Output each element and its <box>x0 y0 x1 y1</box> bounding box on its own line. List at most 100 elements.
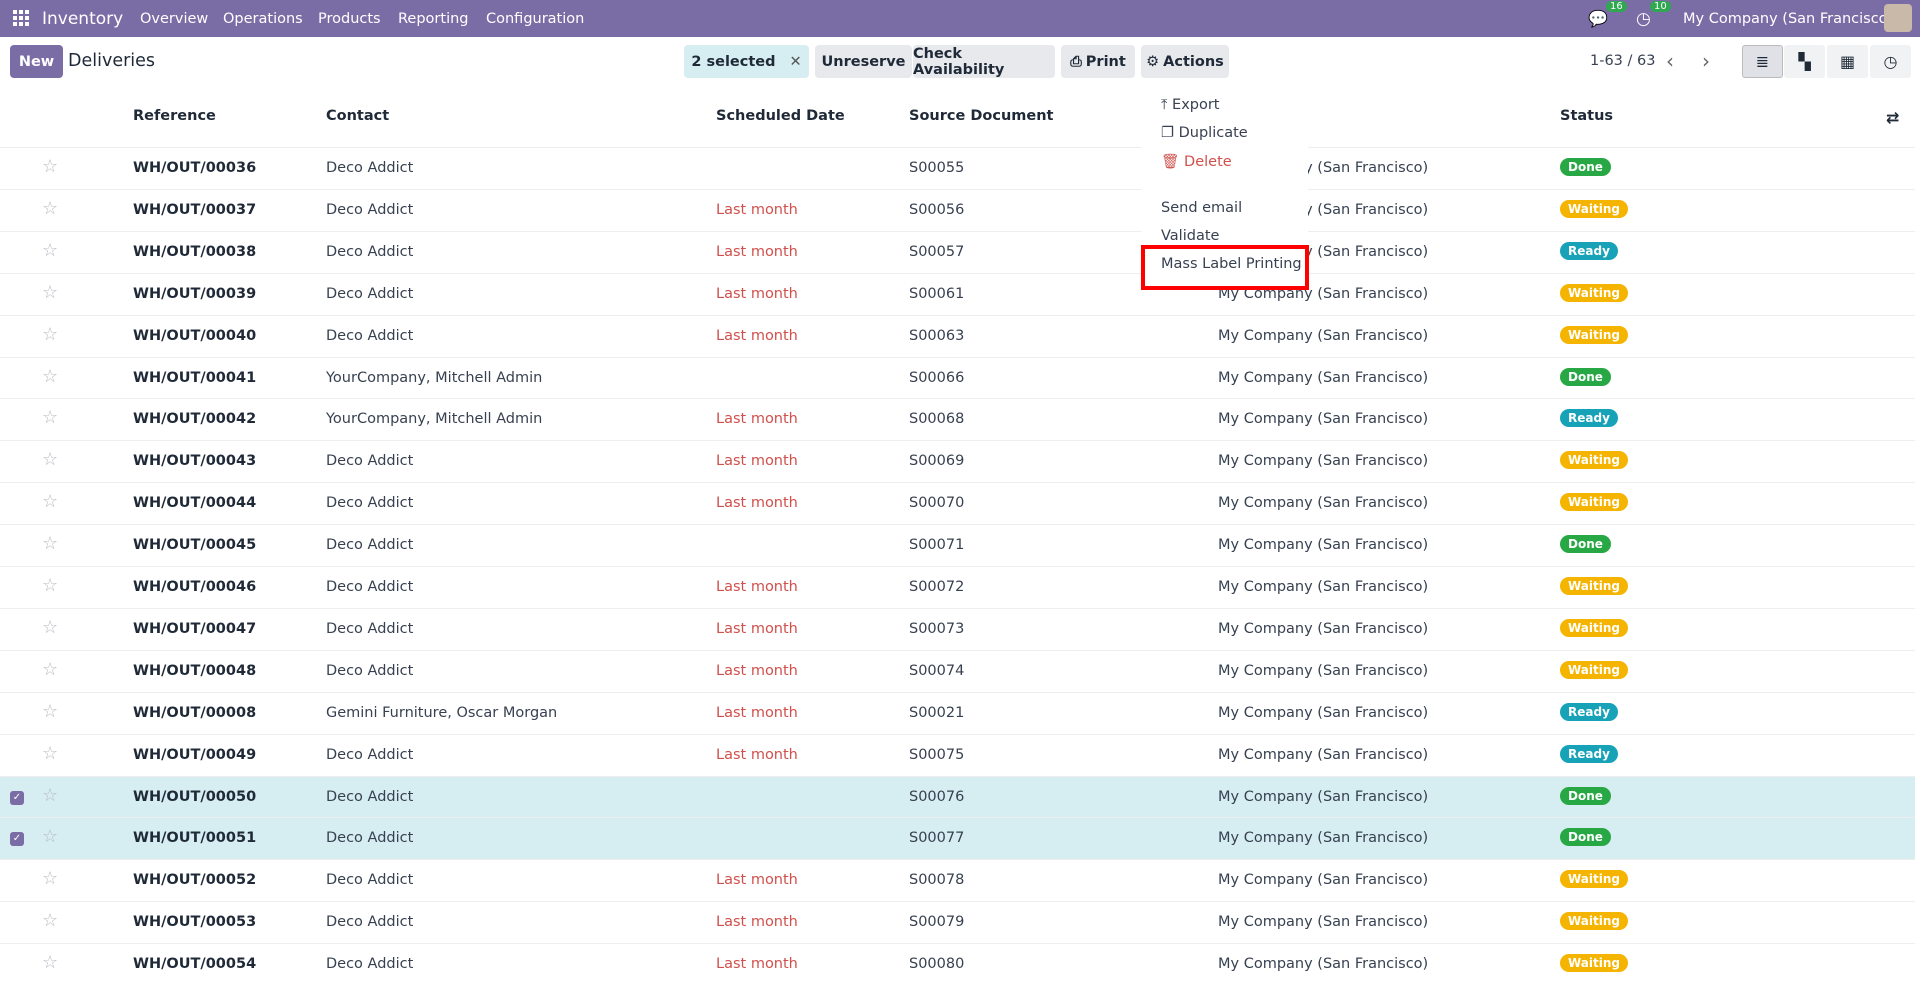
star-icon[interactable]: ☆ <box>42 826 59 848</box>
table-row[interactable]: ☆ WH/OUT/00038 Deco Addict Last month S00057… <box>0 230 1915 273</box>
calendar-view-button[interactable]: ▦ <box>1827 45 1868 78</box>
cell-company: My Company (San Francisco) <box>1218 830 1429 847</box>
table-row[interactable]: ☆ WH/OUT/00046 Deco Addict Last month S00072… <box>0 566 1915 608</box>
cell-contact: Deco Addict <box>326 956 414 973</box>
star-icon[interactable]: ☆ <box>42 575 59 596</box>
cell-reference: WH/OUT/00039 <box>133 285 257 302</box>
table-row[interactable]: ✓ ☆ WH/OUT/00050 Deco Addict S00076 My Compan… <box>0 775 1915 818</box>
star-icon[interactable]: ☆ <box>42 239 59 261</box>
table-row[interactable]: ☆ WH/OUT/00042 YourCompany, Mitchell Admin… <box>0 398 1915 440</box>
cell-scheduled-date: Last month <box>716 872 798 889</box>
calendar-icon: ▦ <box>1839 52 1856 71</box>
menu-item-export[interactable]: ⤒ Export <box>1161 97 1220 113</box>
actions-button[interactable]: ⚙ Actions <box>1141 45 1229 78</box>
table-row[interactable]: ☆ WH/OUT/00047 Deco Addict Last month S00073… <box>0 607 1915 650</box>
menu-item-duplicate[interactable]: ❐ Duplicate <box>1161 125 1248 141</box>
menu-products[interactable]: Products <box>318 11 381 27</box>
table-row[interactable]: ☆ WH/OUT/00044 Deco Addict Last month S00070… <box>0 482 1915 524</box>
menu-operations[interactable]: Operations <box>223 11 303 27</box>
user-avatar[interactable] <box>1884 4 1912 32</box>
star-icon[interactable]: ☆ <box>42 407 59 429</box>
menu-overview[interactable]: Overview <box>140 11 209 27</box>
star-icon[interactable]: ☆ <box>42 281 59 303</box>
star-icon[interactable]: ☆ <box>42 700 59 722</box>
chat-icon: 💬 <box>1588 9 1608 28</box>
kanban-view-button[interactable]: ▚ <box>1784 45 1825 78</box>
table-row[interactable]: ☆ WH/OUT/00040 Deco Addict Last month S00063… <box>0 314 1915 357</box>
table-row[interactable]: ✓ ☆ WH/OUT/00051 Deco Addict S00077 My Compan… <box>0 817 1915 860</box>
cell-company: My Company (San Francisco) <box>1218 537 1429 554</box>
star-icon[interactable]: ☆ <box>42 323 59 345</box>
menu-item-send-email[interactable]: Send email <box>1161 200 1243 216</box>
star-icon[interactable]: ☆ <box>42 533 59 555</box>
table-row[interactable]: ☆ WH/OUT/00045 Deco Addict S00071 My Company… <box>0 524 1915 566</box>
star-icon[interactable]: ☆ <box>42 491 59 513</box>
pager-value[interactable]: 1-63 / 63 <box>1590 53 1656 69</box>
row-checkbox[interactable]: ✓ <box>10 790 24 805</box>
chevron-left-icon[interactable]: ‹ <box>1666 49 1674 73</box>
cell-scheduled-date: Last month <box>716 914 798 931</box>
table-row[interactable]: ☆ WH/OUT/00054 Deco Addict Last month S00080… <box>0 943 1915 985</box>
chevron-right-icon[interactable]: › <box>1702 49 1710 73</box>
cell-reference: WH/OUT/00046 <box>133 579 257 595</box>
list-view-button[interactable]: ≣ <box>1742 45 1783 78</box>
clear-selection-icon[interactable]: ✕ <box>789 53 802 70</box>
menu-item-mass-label-printing[interactable]: Mass Label Printing <box>1161 256 1302 272</box>
app-name[interactable]: Inventory <box>42 9 124 29</box>
cell-contact: Deco Addict <box>326 746 414 763</box>
table-row[interactable]: ☆ WH/OUT/00008 Gemini Furniture, Oscar Mor… <box>0 691 1915 734</box>
cell-source-document: S00074 <box>909 662 965 679</box>
company-switcher[interactable]: My Company (San Francisco) <box>1683 11 1894 27</box>
star-icon[interactable]: ☆ <box>42 449 59 471</box>
column-settings-icon[interactable]: ⇄ <box>1886 108 1900 127</box>
menu-reporting[interactable]: Reporting <box>398 11 469 27</box>
print-button[interactable]: ⎙ Print <box>1061 45 1135 78</box>
delete-label: Delete <box>1184 154 1232 170</box>
star-icon[interactable]: ☆ <box>42 910 59 932</box>
star-icon[interactable]: ☆ <box>42 365 59 387</box>
table-row[interactable]: ☆ WH/OUT/00041 YourCompany, Mitchell Admin… <box>0 356 1915 399</box>
table-row[interactable]: ☆ WH/OUT/00049 Deco Addict Last month S00075… <box>0 733 1915 776</box>
star-icon[interactable]: ☆ <box>42 156 59 177</box>
star-icon[interactable]: ☆ <box>42 742 59 764</box>
menu-item-validate[interactable]: Validate <box>1161 228 1220 244</box>
table-row[interactable]: ☆ WH/OUT/00053 Deco Addict Last month S00079… <box>0 901 1915 943</box>
table-row[interactable]: ☆ WH/OUT/00037 Deco Addict Last month S00056… <box>0 188 1915 231</box>
menu-configuration[interactable]: Configuration <box>486 11 585 27</box>
menu-item-delete[interactable]: 🗑 Delete <box>1161 153 1232 170</box>
table-row[interactable]: ☆ WH/OUT/00043 Deco Addict Last month S00069… <box>0 440 1915 482</box>
cell-source-document: S00075 <box>909 746 965 763</box>
row-checkbox[interactable]: ✓ <box>10 832 24 847</box>
clock-icon: ◷ <box>1883 52 1898 71</box>
unreserve-button[interactable]: Unreserve <box>815 45 912 78</box>
status-badge: Waiting <box>1560 493 1629 512</box>
col-scheduled-date[interactable]: Scheduled Date <box>716 108 845 124</box>
star-icon[interactable]: ☆ <box>42 952 59 974</box>
cell-company: My Company (San Francisco) <box>1218 788 1429 805</box>
cell-scheduled-date: Last month <box>716 579 798 595</box>
table-row[interactable]: ☆ WH/OUT/00048 Deco Addict Last month S00074… <box>0 649 1915 692</box>
star-icon[interactable]: ☆ <box>42 784 59 806</box>
selected-count: 2 selected <box>691 53 776 70</box>
table-row[interactable]: ☆ WH/OUT/00052 Deco Addict Last month S00078… <box>0 859 1915 901</box>
table-row[interactable]: ☆ WH/OUT/00036 Deco Addict S00055 My Company… <box>0 147 1915 189</box>
check-availability-button[interactable]: Check Availability <box>913 45 1055 78</box>
star-icon[interactable]: ☆ <box>42 658 59 680</box>
table-row[interactable]: ☆ WH/OUT/00039 Deco Addict Last month S00061… <box>0 272 1915 315</box>
duplicate-label: Duplicate <box>1178 125 1248 141</box>
star-icon[interactable]: ☆ <box>42 616 59 638</box>
star-icon[interactable]: ☆ <box>42 197 59 219</box>
col-source-document[interactable]: Source Document <box>909 108 1054 124</box>
col-contact[interactable]: Contact <box>326 108 390 124</box>
status-badge: Done <box>1560 367 1611 386</box>
col-reference[interactable]: Reference <box>133 108 216 124</box>
app-grid-icon[interactable] <box>13 10 29 26</box>
activity-view-button[interactable]: ◷ <box>1870 45 1911 78</box>
activities-button[interactable]: ◷ 10 <box>1636 0 1671 37</box>
col-status[interactable]: Status <box>1560 108 1614 124</box>
cell-company: My Company (San Francisco) <box>1218 956 1429 973</box>
new-button[interactable]: New <box>10 45 63 78</box>
messages-button[interactable]: 💬 16 <box>1588 0 1627 37</box>
cell-reference: WH/OUT/00038 <box>133 243 257 260</box>
star-icon[interactable]: ☆ <box>42 868 59 890</box>
